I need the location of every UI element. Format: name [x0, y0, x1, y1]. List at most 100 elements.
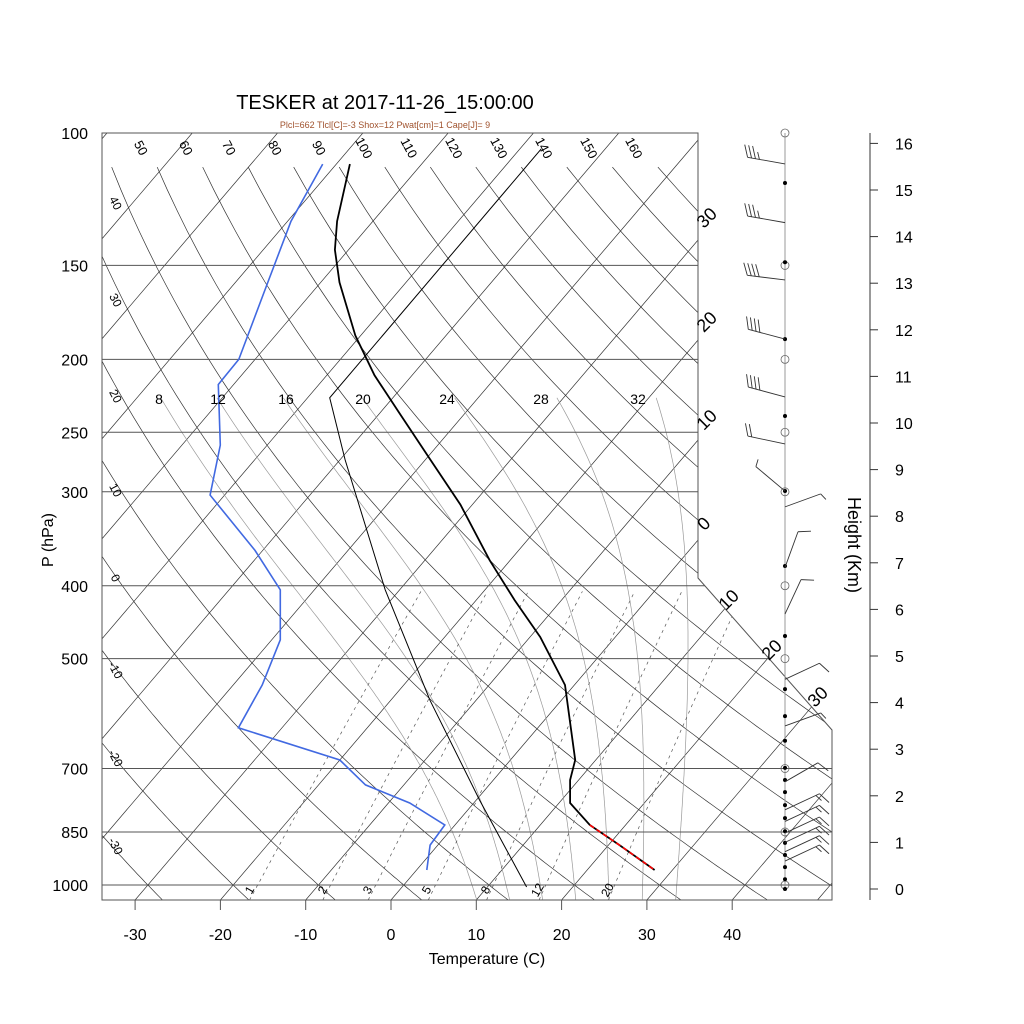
sounding-level-dot [783, 260, 787, 265]
wind-barb [755, 459, 786, 492]
mixing-ratio-line [249, 591, 422, 900]
moist-adiabat-line [556, 397, 645, 900]
sounding-level-dot [783, 414, 787, 419]
x-tick-label: 40 [723, 927, 741, 944]
series-line-dew-point [209, 163, 446, 871]
series-line-temperature [333, 163, 656, 871]
moist-adiabat-label: 28 [533, 391, 549, 407]
dry-adiabat-line [111, 166, 768, 900]
wind-barb-full [819, 816, 830, 827]
wind-barb-full [748, 424, 753, 437]
dry-adiabat-line [566, 166, 832, 900]
wind-barb-half [815, 846, 822, 853]
dry-adiabat-label: 70 [219, 138, 239, 158]
isotherm-line [646, 133, 832, 900]
wind-barb-staff [784, 816, 820, 834]
isotherm-label: 30 [693, 204, 721, 232]
wind-barb-full [819, 826, 830, 836]
dry-adiabat-line [430, 166, 832, 900]
mixing-ratio-line [608, 591, 745, 900]
wind-barb-staff [755, 466, 786, 492]
grid-labels: 50 60 70 80 90 100 110 120 130 140 150 160403020100… [105, 135, 832, 899]
wind-barb-full [749, 375, 753, 389]
dry-adiabat-label: 90 [309, 138, 329, 158]
height-tick-label: 13 [895, 276, 913, 293]
isotherm-line [220, 133, 832, 900]
wind-barb-half [757, 151, 760, 160]
height-tick-label: 4 [895, 696, 904, 713]
dry-adiabat-line [612, 166, 832, 900]
series-line-surface-layer [589, 824, 656, 871]
wind-barb-half [757, 210, 760, 219]
sounding-level-dot [783, 877, 787, 882]
sounding-level-dot [783, 865, 787, 870]
isotherm-label: 0 [693, 513, 714, 534]
mixing-ratio-line [538, 591, 683, 900]
isotherm-line [102, 133, 278, 900]
dry-adiabat-line [102, 167, 250, 900]
x-tick-label: 10 [467, 927, 485, 944]
wind-barb [744, 144, 786, 165]
dry-adiabat-line [0, 167, 76, 900]
plot-frame [101, 132, 833, 901]
pressure-tick-label: 850 [61, 825, 88, 842]
height-tick-label: 10 [895, 416, 913, 433]
chart-title: TESKER at 2017-11-26_15:00:00 [236, 92, 534, 114]
sounding-level-dot [783, 887, 787, 891]
wind-barb-full [751, 263, 756, 277]
wind-barb [784, 530, 812, 568]
pressure-level-circle [780, 487, 790, 497]
dry-adiabat-line [748, 166, 832, 900]
dry-adiabat-label: 60 [176, 138, 196, 158]
pressure-level-circle [780, 427, 790, 437]
isotherm-line [476, 133, 832, 900]
height-tick-label: 1 [895, 835, 904, 852]
dry-adiabat-label: 160 [622, 135, 645, 161]
isotherm-line [390, 133, 832, 900]
height-tick-label: 5 [895, 649, 904, 666]
wind-barb [784, 762, 829, 783]
x-tick-label: 30 [638, 927, 656, 944]
wind-barb-full [749, 317, 753, 331]
wind-barb [784, 493, 827, 508]
sounding-level-dot [783, 738, 787, 743]
wind-barb-full [744, 423, 749, 437]
pressure-level-circle [780, 581, 790, 591]
wind-barb-staff [747, 435, 786, 445]
sounding-level-dot [783, 765, 787, 770]
isotherm-label: 10 [715, 586, 743, 614]
dry-adiabat-label: 50 [131, 138, 151, 158]
wind-barb [784, 579, 815, 615]
profiles [209, 148, 656, 888]
isotherm-line [134, 133, 790, 900]
height-tick-label: 9 [895, 463, 904, 480]
moist-adiabat-label: 24 [439, 391, 455, 407]
sounding-level-dot [783, 714, 787, 719]
dry-adiabat-label: 30 [106, 291, 125, 310]
sounding-level-dot [783, 633, 787, 638]
isotherm-line [561, 133, 832, 900]
wind-barb-full [744, 144, 749, 158]
dry-adiabat-line [102, 167, 163, 900]
wind-barb-staff [748, 386, 786, 398]
x-tick-label: 0 [387, 927, 396, 944]
pressure-tick-label: 150 [61, 258, 88, 275]
wind-barb-staff [784, 844, 820, 862]
dry-adiabat-line [521, 166, 832, 900]
chart-subtitle: Plcl=662 Tlcl[C]=-3 Shox=12 Pwat[cm]=1 C… [280, 120, 490, 130]
wind-barb [784, 835, 830, 853]
moist-adiabat-label: 32 [630, 391, 646, 407]
wind-barb-full [744, 203, 749, 217]
isotherm-line [102, 133, 449, 900]
wind-barb [744, 423, 786, 445]
wind-barb-staff [747, 156, 786, 165]
height-tick-label: 7 [895, 556, 904, 573]
wind-barb-full [817, 762, 829, 772]
wind-barb [743, 262, 786, 281]
height-tick-label: 8 [895, 509, 904, 526]
wind-barb-full [819, 844, 830, 855]
pressure-level-circle [780, 128, 790, 138]
wind-barb-full [746, 316, 749, 330]
dry-adiabat-line [247, 166, 832, 900]
